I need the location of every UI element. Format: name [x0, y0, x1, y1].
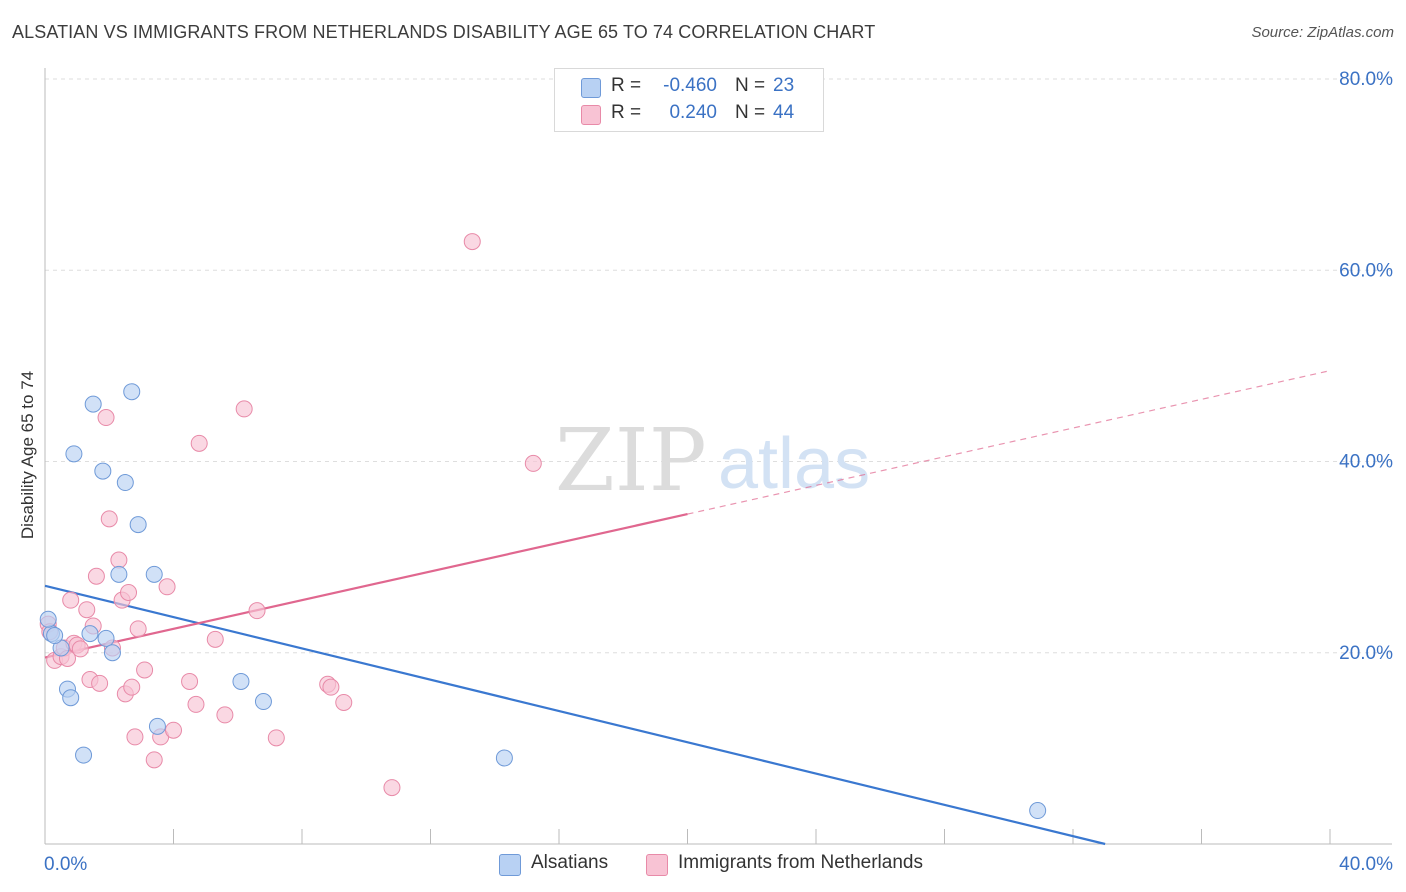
- legend-swatch-alsatians: [499, 854, 521, 876]
- x-tick-label: 0.0%: [44, 854, 87, 875]
- point-alsatians: [94, 462, 112, 480]
- legend-swatch-netherlands: [646, 854, 668, 876]
- watermark-zip: ZIP: [555, 411, 707, 511]
- point-netherlands: [126, 728, 144, 746]
- trend-lines: [44, 370, 1331, 846]
- point-netherlands: [322, 678, 340, 696]
- point-alsatians: [103, 644, 121, 662]
- stats-r-label: R =: [611, 102, 642, 123]
- point-alsatians: [97, 629, 115, 647]
- point-netherlands: [216, 706, 234, 724]
- stats-r-value: 0.240: [669, 102, 717, 123]
- grid-lines: [45, 78, 1392, 654]
- stats-row-alsatians: R = -0.460 N = 23: [555, 75, 823, 101]
- stats-n-label: N =: [735, 102, 766, 123]
- point-alsatians: [232, 672, 250, 690]
- point-alsatians: [1029, 802, 1047, 820]
- y-tick-label: 80.0%: [1339, 69, 1393, 90]
- point-netherlands: [91, 674, 109, 692]
- x-tick-label: 40.0%: [1339, 854, 1393, 875]
- point-alsatians: [254, 693, 272, 711]
- point-netherlands: [267, 729, 285, 747]
- point-netherlands: [190, 434, 208, 452]
- point-netherlands: [145, 751, 163, 769]
- y-tick-label: 60.0%: [1339, 260, 1393, 281]
- point-alsatians: [145, 565, 163, 583]
- point-alsatians: [116, 474, 134, 492]
- point-netherlands: [248, 602, 266, 620]
- point-netherlands: [181, 672, 199, 690]
- stats-r-value: -0.460: [663, 75, 717, 96]
- point-netherlands: [97, 409, 115, 427]
- point-netherlands: [100, 510, 118, 528]
- watermark: ZIP atlas: [555, 411, 870, 511]
- point-netherlands: [136, 661, 154, 679]
- tick-labels: 20.0% 40.0% 60.0% 80.0% 0.0% 40.0%: [44, 69, 1393, 875]
- stats-r-label: R =: [611, 75, 642, 96]
- point-netherlands: [110, 551, 128, 569]
- trend-line-1: [44, 513, 688, 659]
- point-netherlands: [206, 630, 224, 648]
- series-legend: Alsatians Immigrants from Netherlands: [0, 852, 1406, 878]
- point-netherlands: [129, 620, 147, 638]
- y-tick-label: 20.0%: [1339, 643, 1393, 664]
- point-alsatians: [123, 383, 141, 401]
- point-netherlands: [120, 584, 138, 602]
- point-netherlands: [165, 721, 182, 739]
- point-alsatians: [148, 717, 166, 735]
- watermark-atlas: atlas: [718, 424, 870, 504]
- point-alsatians: [129, 516, 147, 534]
- trend-line-0: [44, 584, 1106, 846]
- source-label: Source: ZipAtlas.com: [1251, 24, 1394, 41]
- chart-title: ALSATIAN VS IMMIGRANTS FROM NETHERLANDS …: [12, 22, 876, 42]
- point-netherlands: [524, 454, 542, 472]
- stats-n-value: 44: [773, 102, 795, 123]
- stats-n-value: 23: [773, 75, 795, 96]
- point-netherlands: [335, 693, 353, 711]
- point-alsatians: [495, 749, 513, 767]
- stats-row-netherlands: R = 0.240 N = 44: [555, 102, 823, 128]
- y-axis-label: Disability Age 65 to 74: [18, 370, 37, 540]
- point-netherlands: [123, 678, 141, 696]
- point-netherlands: [383, 779, 401, 797]
- point-netherlands: [62, 591, 80, 609]
- stats-n-label: N =: [735, 75, 766, 96]
- stats-swatch-netherlands: [581, 105, 601, 125]
- point-alsatians: [39, 610, 57, 628]
- point-alsatians: [65, 445, 83, 463]
- y-tick-label: 40.0%: [1339, 452, 1393, 473]
- point-netherlands: [78, 601, 96, 619]
- stats-swatch-alsatians: [581, 78, 601, 98]
- point-alsatians: [81, 625, 99, 643]
- stats-legend: R = -0.460 N = 23 R = 0.240 N = 44: [554, 68, 824, 132]
- legend-label-netherlands: Immigrants from Netherlands: [678, 852, 923, 873]
- point-netherlands: [463, 233, 481, 251]
- legend-label-alsatians: Alsatians: [531, 852, 609, 873]
- point-alsatians: [75, 746, 93, 764]
- point-netherlands: [187, 695, 205, 713]
- point-netherlands: [235, 400, 253, 418]
- point-netherlands: [71, 640, 89, 658]
- point-alsatians: [62, 689, 80, 707]
- point-netherlands: [158, 578, 176, 596]
- point-alsatians: [46, 627, 64, 645]
- axes: [44, 68, 1392, 845]
- point-alsatians: [110, 565, 128, 583]
- point-alsatians: [84, 395, 102, 413]
- data-points: [39, 233, 1047, 820]
- point-netherlands: [87, 567, 105, 585]
